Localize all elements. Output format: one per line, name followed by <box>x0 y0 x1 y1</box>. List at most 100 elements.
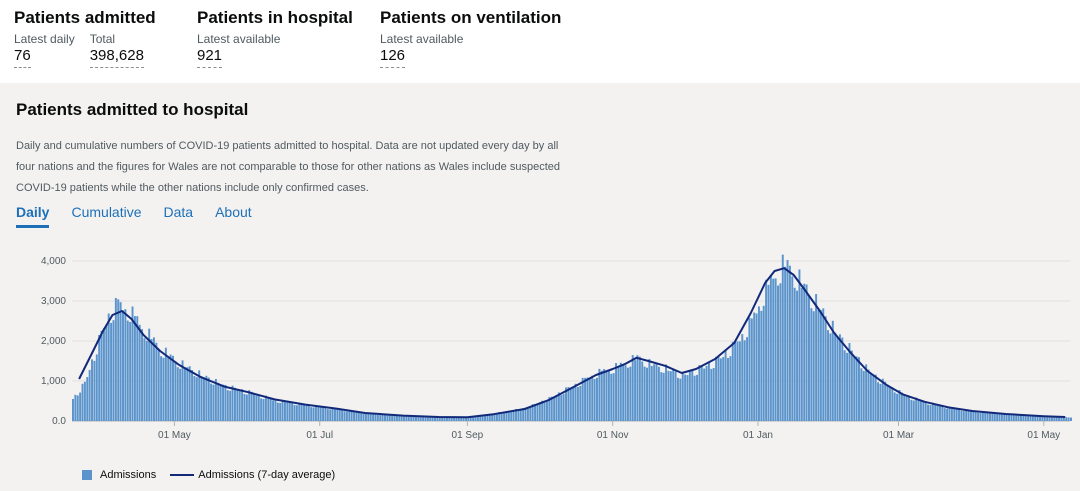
admissions-bar[interactable] <box>95 354 98 421</box>
admissions-bar[interactable] <box>145 340 148 421</box>
admissions-bar[interactable] <box>641 361 644 421</box>
admissions-bar[interactable] <box>517 409 520 421</box>
admissions-bar[interactable] <box>110 322 113 421</box>
admissions-bar[interactable] <box>1041 416 1044 421</box>
admissions-bar[interactable] <box>962 411 965 421</box>
admissions-bar[interactable] <box>267 397 270 421</box>
admissions-bar[interactable] <box>757 306 760 421</box>
admissions-bar[interactable] <box>738 341 741 421</box>
admissions-bar[interactable] <box>948 406 951 421</box>
admissions-bar[interactable] <box>581 377 584 421</box>
admissions-bar[interactable] <box>624 365 627 421</box>
admissions-bar[interactable] <box>536 404 539 421</box>
admissions-bar[interactable] <box>800 287 803 421</box>
admissions-bar[interactable] <box>469 416 472 421</box>
admissions-bar[interactable] <box>250 391 253 421</box>
admissions-bar[interactable] <box>105 325 108 421</box>
admissions-bar[interactable] <box>434 416 436 421</box>
admissions-bar[interactable] <box>455 417 458 421</box>
admissions-bar[interactable] <box>479 415 482 421</box>
admissions-bar[interactable] <box>831 320 834 421</box>
admissions-bar[interactable] <box>381 413 384 421</box>
admissions-bar[interactable] <box>91 359 93 421</box>
admissions-bar[interactable] <box>788 265 791 421</box>
admissions-bar[interactable] <box>376 414 379 421</box>
admissions-bar[interactable] <box>300 404 303 421</box>
admissions-bar[interactable] <box>605 371 608 421</box>
admissions-bar[interactable] <box>843 350 846 421</box>
admissions-bar[interactable] <box>569 387 572 421</box>
admissions-bar[interactable] <box>357 412 360 421</box>
headline-item-value[interactable]: 76 <box>14 47 31 68</box>
admissions-bar[interactable] <box>736 341 739 421</box>
admissions-bar[interactable] <box>488 413 491 421</box>
admissions-bar[interactable] <box>291 403 294 421</box>
admissions-bar[interactable] <box>353 411 356 421</box>
admissions-bar[interactable] <box>900 392 903 421</box>
admissions-bar[interactable] <box>334 409 336 421</box>
admissions-bar[interactable] <box>953 408 956 421</box>
admissions-bar[interactable] <box>1036 416 1039 421</box>
admissions-bar[interactable] <box>634 360 637 421</box>
admissions-bar[interactable] <box>343 411 346 421</box>
admissions-bar[interactable] <box>188 366 191 421</box>
admissions-bar[interactable] <box>283 401 286 421</box>
admissions-bar[interactable] <box>586 377 589 421</box>
admissions-bar[interactable] <box>172 355 174 421</box>
admissions-bar[interactable] <box>631 355 634 421</box>
headline-item-value[interactable]: 398,628 <box>89 47 144 68</box>
admissions-bar[interactable] <box>100 330 103 421</box>
admissions-bar[interactable] <box>207 377 210 421</box>
admissions-bar[interactable] <box>131 306 134 421</box>
admissions-bar[interactable] <box>598 368 601 421</box>
admissions-bar[interactable] <box>657 366 660 421</box>
admissions-bar[interactable] <box>676 377 679 421</box>
admissions-bar[interactable] <box>453 416 456 421</box>
admissions-bar[interactable] <box>436 416 439 421</box>
admissions-bar[interactable] <box>345 411 348 421</box>
admissions-bar[interactable] <box>529 407 532 421</box>
admissions-bar[interactable] <box>407 415 410 421</box>
admissions-bar[interactable] <box>86 377 89 421</box>
admissions-bar[interactable] <box>717 356 720 421</box>
admissions-bar[interactable] <box>1070 417 1072 422</box>
admissions-bar[interactable] <box>543 402 546 421</box>
admissions-bar[interactable] <box>562 393 565 421</box>
admissions-bar[interactable] <box>486 414 489 421</box>
admissions-bar[interactable] <box>774 278 777 421</box>
admissions-bar[interactable] <box>305 405 308 421</box>
admissions-bar[interactable] <box>443 417 446 421</box>
admissions-bar[interactable] <box>538 402 541 421</box>
admissions-bar[interactable] <box>848 343 851 421</box>
admissions-bar[interactable] <box>584 377 587 421</box>
admissions-bar[interactable] <box>555 395 558 421</box>
admissions-bar[interactable] <box>364 412 367 421</box>
admissions-bar[interactable] <box>448 416 451 421</box>
admissions-bar[interactable] <box>622 363 625 421</box>
admissions-bar[interactable] <box>403 415 406 421</box>
admissions-bar[interactable] <box>674 371 677 421</box>
admissions-bar[interactable] <box>1055 417 1058 421</box>
admissions-bar[interactable] <box>112 320 115 421</box>
admissions-bar[interactable] <box>219 385 222 421</box>
admissions-bar[interactable] <box>729 356 732 421</box>
headline-item-value[interactable]: 921 <box>197 47 223 68</box>
admissions-bar[interactable] <box>169 354 172 421</box>
admissions-bar[interactable] <box>495 413 498 421</box>
admissions-bar[interactable] <box>1062 417 1065 421</box>
admissions-bar[interactable] <box>498 412 501 421</box>
admissions-bar[interactable] <box>1008 414 1011 421</box>
admissions-bar[interactable] <box>293 404 296 421</box>
admissions-bar[interactable] <box>484 414 487 421</box>
admissions-bar[interactable] <box>874 374 877 421</box>
admissions-bar[interactable] <box>388 414 391 421</box>
admissions-bar[interactable] <box>384 414 386 421</box>
admissions-bar[interactable] <box>696 374 698 421</box>
admissions-bar[interactable] <box>269 398 272 421</box>
admissions-bar[interactable] <box>743 340 746 421</box>
admissions-bar[interactable] <box>898 390 901 421</box>
admissions-bar[interactable] <box>164 347 167 421</box>
admissions-bar[interactable] <box>827 330 829 421</box>
admissions-bar[interactable] <box>545 401 548 421</box>
admissions-bar[interactable] <box>72 399 74 421</box>
